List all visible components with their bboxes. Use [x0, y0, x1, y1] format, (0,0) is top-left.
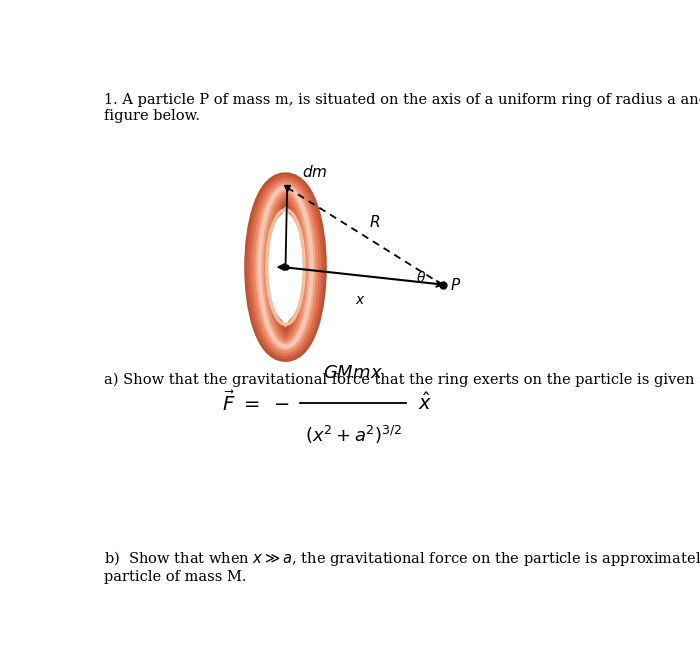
Text: a) Show that the gravitational force that the ring exerts on the particle is giv: a) Show that the gravitational force tha…: [104, 372, 700, 387]
Text: $(x^2 + a^2)^{3/2}$: $(x^2 + a^2)^{3/2}$: [304, 424, 402, 446]
Text: $\vec{F}\ =\ -$: $\vec{F}\ =\ -$: [222, 391, 290, 415]
Text: $dm$: $dm$: [302, 164, 328, 180]
Text: $a$: $a$: [250, 216, 260, 230]
Text: $\hat{x}$: $\hat{x}$: [419, 392, 433, 414]
Text: $GMmx$: $GMmx$: [323, 364, 383, 382]
Ellipse shape: [268, 213, 303, 321]
Text: $P$: $P$: [450, 276, 461, 292]
Text: 1. A particle P of mass m, is situated on the axis of a uniform ring of radius a: 1. A particle P of mass m, is situated o…: [104, 93, 700, 123]
Text: $x$: $x$: [355, 293, 365, 307]
Text: $R$: $R$: [370, 214, 381, 230]
Text: b)  Show that when $x \gg a$, the gravitational force on the particle is approxi: b) Show that when $x \gg a$, the gravita…: [104, 549, 700, 584]
Text: $\theta$: $\theta$: [416, 270, 426, 285]
